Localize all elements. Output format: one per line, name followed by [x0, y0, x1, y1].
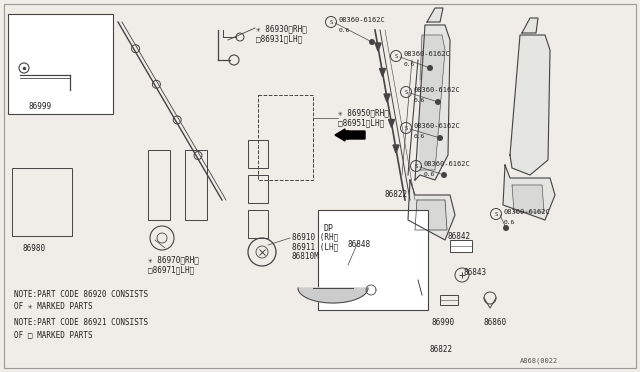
Text: □86971〈LH〉: □86971〈LH〉	[148, 265, 195, 274]
Polygon shape	[420, 35, 445, 170]
Text: 86822: 86822	[430, 345, 453, 354]
Text: 08360-6162C: 08360-6162C	[424, 161, 471, 167]
Circle shape	[503, 225, 509, 231]
Text: 0.6: 0.6	[504, 220, 515, 225]
Bar	[12, 168, 72, 236]
Polygon shape	[388, 119, 394, 128]
FancyArrow shape	[335, 129, 365, 141]
Bar	[248, 210, 268, 238]
Text: 08360-6162C: 08360-6162C	[414, 123, 461, 129]
Polygon shape	[503, 165, 555, 220]
Text: S: S	[394, 54, 397, 58]
Text: 86999: 86999	[28, 102, 51, 111]
Polygon shape	[408, 180, 455, 240]
Text: S: S	[494, 212, 498, 217]
Bar	[248, 175, 268, 203]
Bar	[185, 150, 207, 220]
Text: NOTE:PART CODE 86921 CONSISTS: NOTE:PART CODE 86921 CONSISTS	[14, 318, 148, 327]
Text: S: S	[404, 90, 408, 94]
Text: ✳ 86950〈RH〉: ✳ 86950〈RH〉	[338, 108, 389, 117]
Bar	[318, 210, 428, 310]
Text: 08360-6162C: 08360-6162C	[404, 51, 451, 57]
Text: OF □ MARKED PARTS: OF □ MARKED PARTS	[14, 330, 93, 339]
Text: NOTE:PART CODE 86920 CONSISTS: NOTE:PART CODE 86920 CONSISTS	[14, 290, 148, 299]
Text: 0.6: 0.6	[414, 134, 425, 139]
Text: 0.6: 0.6	[404, 62, 415, 67]
Polygon shape	[522, 18, 538, 33]
Text: 0.6: 0.6	[339, 28, 350, 33]
Bar	[248, 140, 268, 168]
Text: DP: DP	[324, 224, 334, 233]
Text: 86848: 86848	[348, 240, 371, 249]
Text: 86980: 86980	[22, 244, 45, 253]
Text: 86990: 86990	[432, 318, 455, 327]
Text: 0.6: 0.6	[414, 98, 425, 103]
Text: 08360-6162C: 08360-6162C	[504, 209, 551, 215]
Polygon shape	[415, 25, 450, 180]
Polygon shape	[510, 35, 550, 175]
Bar	[8, 14, 113, 114]
Polygon shape	[415, 200, 447, 230]
Polygon shape	[512, 185, 544, 212]
Text: 86810M: 86810M	[292, 252, 320, 261]
Text: OF ✳ MARKED PARTS: OF ✳ MARKED PARTS	[14, 302, 93, 311]
Circle shape	[437, 135, 443, 141]
Bar	[258, 95, 313, 180]
Text: □86931〈LH〉: □86931〈LH〉	[256, 34, 302, 43]
Text: 86843: 86843	[464, 268, 487, 277]
Text: S: S	[404, 125, 408, 131]
Bar	[450, 240, 472, 252]
Text: S: S	[414, 164, 418, 169]
Circle shape	[427, 65, 433, 71]
Polygon shape	[375, 43, 381, 51]
Circle shape	[369, 39, 375, 45]
Polygon shape	[298, 288, 368, 303]
Text: 08360-6162C: 08360-6162C	[339, 17, 386, 23]
Text: ✳ 86970〈RH〉: ✳ 86970〈RH〉	[148, 255, 199, 264]
Polygon shape	[380, 68, 385, 77]
Text: 08360-6162C: 08360-6162C	[414, 87, 461, 93]
Bar	[148, 150, 170, 220]
Circle shape	[441, 172, 447, 178]
Text: 0.6: 0.6	[424, 172, 435, 177]
Text: S: S	[330, 19, 333, 25]
Text: 86911 (LH〉: 86911 (LH〉	[292, 242, 339, 251]
Text: 86910 (RH〉: 86910 (RH〉	[292, 232, 339, 241]
Text: 86822: 86822	[385, 190, 408, 199]
Text: 86842: 86842	[448, 232, 471, 241]
Text: A868(0022: A868(0022	[520, 358, 558, 365]
Text: 86860: 86860	[484, 318, 507, 327]
Text: ✳ 86930〈RH〉: ✳ 86930〈RH〉	[256, 24, 307, 33]
Polygon shape	[393, 145, 399, 153]
Polygon shape	[384, 94, 390, 102]
Polygon shape	[427, 8, 443, 22]
Bar	[440, 295, 458, 305]
Circle shape	[435, 99, 441, 105]
Text: □86951〈LH〉: □86951〈LH〉	[338, 118, 384, 127]
